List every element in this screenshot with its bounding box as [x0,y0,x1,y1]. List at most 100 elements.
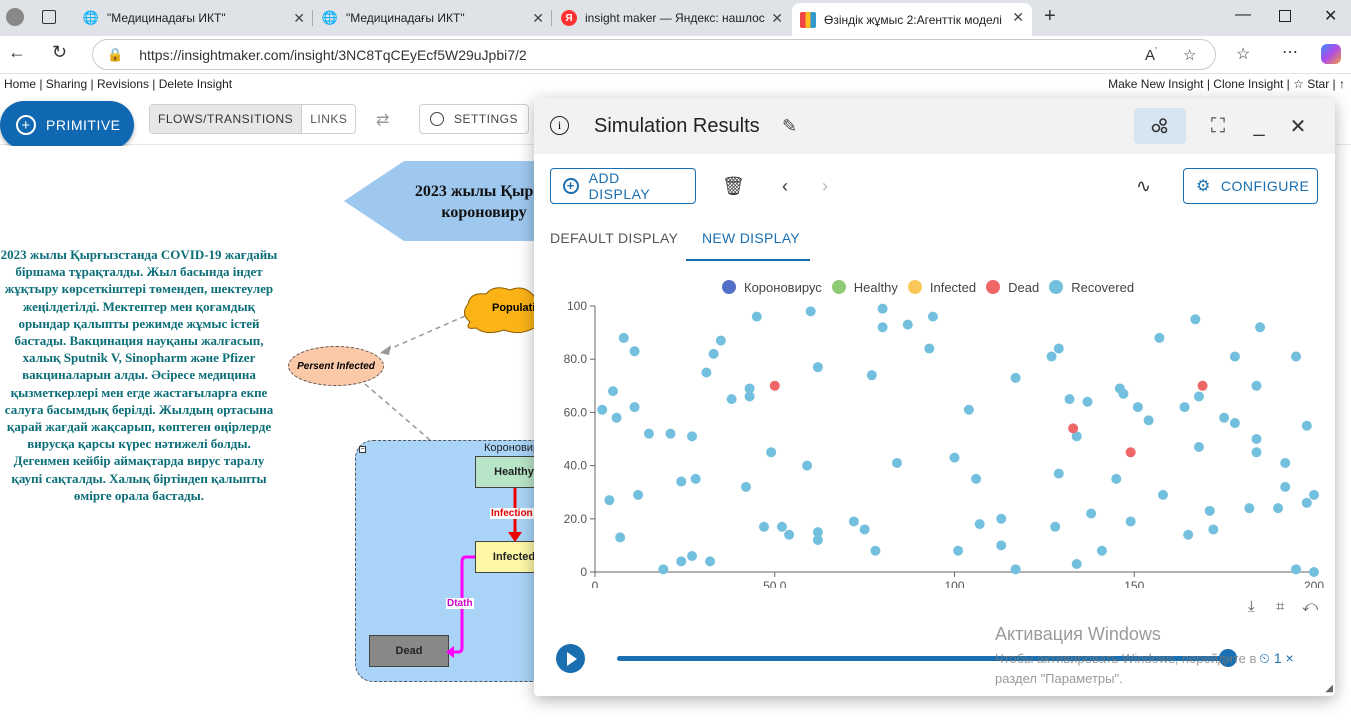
data-point-recovered[interactable] [744,383,755,394]
settings-button[interactable]: SETTINGS [419,104,530,134]
data-point-recovered[interactable] [1190,314,1201,325]
data-point-recovered[interactable] [715,335,726,346]
primitive-button[interactable]: + PRIMITIVE [0,101,134,149]
data-point-recovered[interactable] [870,545,881,556]
tab-default-display[interactable]: DEFAULT DISPLAY [550,230,679,246]
data-point-recovered[interactable] [859,524,870,535]
data-point-recovered[interactable] [805,306,816,317]
copilot-icon[interactable] [1321,44,1341,64]
data-point-recovered[interactable] [877,322,888,333]
title-banner[interactable]: 2023 жылы Қырғы короновиру [344,156,540,246]
more-menu-icon[interactable]: ⋯ [1282,44,1298,61]
close-window-icon[interactable]: ✕ [1324,8,1338,25]
data-point-recovered[interactable] [687,431,698,442]
data-point-recovered[interactable] [1280,457,1291,468]
data-point-recovered[interactable] [1010,372,1021,383]
infection-flow-label[interactable]: Infection [490,508,534,519]
population-variable[interactable]: Populati [460,284,540,334]
infected-stock[interactable]: Infected [475,541,540,573]
data-point-recovered[interactable] [1046,351,1057,362]
data-point-recovered[interactable] [1179,402,1190,413]
data-point-recovered[interactable] [643,428,654,439]
legend-item[interactable]: Infected [907,280,976,295]
data-point-recovered[interactable] [996,513,1007,524]
data-point-recovered[interactable] [1273,503,1284,514]
profile-icon[interactable] [6,8,24,26]
tab-2[interactable]: 🌐 "Медицинадағы ИКТ" ✕ [314,4,552,32]
configure-button[interactable]: ⚙ CONFIGURE [1183,168,1318,204]
swap-direction-icon[interactable]: ⇄ [376,112,390,129]
data-point-recovered[interactable] [607,386,618,397]
data-point-recovered[interactable] [676,556,687,567]
next-display-icon[interactable]: › [822,176,828,196]
data-point-recovered[interactable] [848,516,859,527]
legend-item[interactable]: Dead [986,280,1039,295]
previous-display-icon[interactable]: ‹ [782,176,788,196]
data-point-recovered[interactable] [812,527,823,538]
data-point-dead[interactable] [1197,380,1208,391]
data-point-recovered[interactable] [629,346,640,357]
url-text[interactable]: https://insightmaker.com/insight/3NC8TqC… [139,46,527,63]
data-point-recovered[interactable] [949,452,960,463]
data-point-recovered[interactable] [1204,505,1215,516]
data-point-recovered[interactable] [974,519,985,530]
close-tab-icon[interactable]: ✕ [771,10,783,26]
percent-infected-variable[interactable]: Persent Infected [288,346,384,386]
reset-zoom-icon[interactable]: ⤺ [1302,598,1319,615]
healthy-stock[interactable]: Healthy [475,456,540,488]
data-point-recovered[interactable] [701,367,712,378]
data-point-recovered[interactable] [726,394,737,405]
data-point-recovered[interactable] [1229,418,1240,429]
data-point-recovered[interactable] [1053,468,1064,479]
data-point-recovered[interactable] [1251,434,1262,444]
dead-stock[interactable]: Dead [369,635,449,667]
legend-item[interactable]: Healthy [831,280,898,295]
data-point-recovered[interactable] [1251,380,1262,391]
links-button[interactable]: LINKS [310,112,348,126]
tab-actions-icon[interactable] [42,10,56,24]
data-point-recovered[interactable] [1309,567,1319,577]
back-icon[interactable]: ← [8,42,26,62]
crop-icon[interactable]: ⌗ [1276,598,1285,615]
play-button[interactable] [556,644,585,673]
data-point-recovered[interactable] [1291,351,1302,362]
site-info-icon[interactable]: 🔒 [107,46,124,62]
restore-window-icon[interactable] [1279,10,1291,22]
data-point-recovered[interactable] [927,311,938,322]
data-point-recovered[interactable] [690,473,701,484]
data-point-recovered[interactable] [611,412,622,423]
data-point-recovered[interactable] [802,460,813,471]
data-point-recovered[interactable] [1125,516,1136,527]
data-point-recovered[interactable] [1086,508,1097,519]
minimize-panel-icon[interactable]: _ [1253,114,1265,137]
refresh-icon[interactable]: ↻ [52,42,68,62]
close-tab-icon[interactable]: ✕ [532,10,544,26]
data-point-recovered[interactable] [891,457,902,468]
data-point-recovered[interactable] [1280,481,1291,492]
new-tab-icon[interactable]: + [1044,5,1056,27]
tab-3[interactable]: Я insight maker — Яндекс: нашлос ✕ [553,4,791,32]
data-point-recovered[interactable] [1050,521,1061,532]
data-point-recovered[interactable] [1064,394,1075,405]
data-point-recovered[interactable] [953,545,964,556]
data-point-recovered[interactable] [633,489,644,500]
data-point-recovered[interactable] [751,311,762,322]
data-point-recovered[interactable] [1193,441,1204,452]
favorite-star-icon[interactable]: ☆ [1183,47,1197,64]
data-point-recovered[interactable] [1118,388,1129,399]
data-point-recovered[interactable] [687,551,698,562]
data-point-recovered[interactable] [1154,332,1165,343]
data-point-recovered[interactable] [866,370,877,381]
data-point-recovered[interactable] [1301,497,1312,508]
download-icon[interactable]: ⤓ [1248,598,1255,615]
scatter-chart[interactable]: 0 20.0 40.0 60.0 80.0 100 0 50.0 100 150 200 [534,288,1335,588]
time-slider[interactable] [617,656,1229,661]
minimize-window-icon[interactable]: — [1235,6,1251,23]
data-point-recovered[interactable] [676,476,687,487]
read-aloud-icon[interactable]: Aʼ [1145,46,1158,64]
data-point-recovered[interactable] [1301,420,1312,431]
time-slider-handle[interactable] [1219,649,1237,667]
model-canvas[interactable]: 2023 жылы Қырғызстанда COVID-19 жағдайы … [0,146,540,720]
data-point-recovered[interactable] [1096,545,1107,556]
scenarios-button[interactable] [1134,108,1186,144]
